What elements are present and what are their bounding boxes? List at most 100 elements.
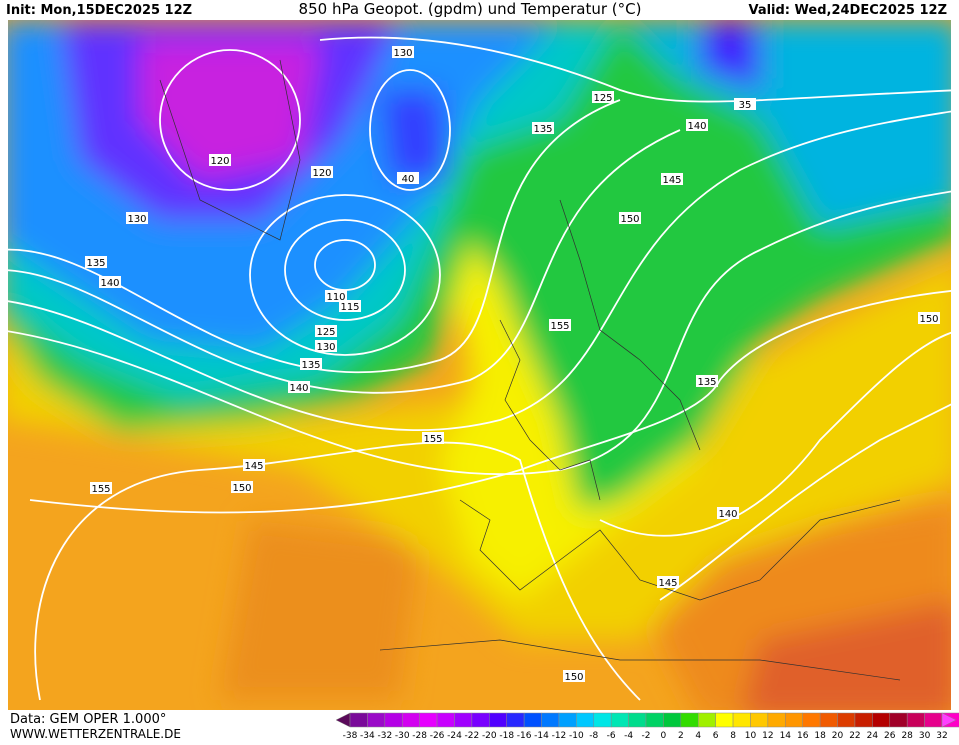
contour-label-box [532,122,554,134]
colorbar-swatch [506,712,525,728]
colorbar-label: -30 [395,731,410,741]
contour-label-box [243,459,265,471]
colorbar-label: 28 [901,731,913,741]
contour-label-box [592,91,614,103]
contour-label: 120 [210,156,229,167]
colorbar-swatch [837,712,856,728]
colorbar-swatch [819,712,838,728]
contour-label: 150 [564,672,583,683]
colorbar-swatch [401,712,420,728]
contour-label-box [422,432,444,444]
contour-label-box [99,276,121,288]
contour-label-box [288,381,310,393]
data-source: Data: GEM OPER 1.000° [10,712,166,727]
map-title: 850 hPa Geopot. (gpdm) und Temperatur (°… [299,0,642,18]
colorbar-swatch [663,712,682,728]
contour-label-box [90,482,112,494]
colorbar-label: -2 [642,731,651,741]
contour-label-box [397,172,419,184]
colorbar-swatch [889,712,908,728]
colorbar-label: 12 [762,731,773,741]
contour-label: 150 [232,483,251,494]
contour-label-box [696,375,718,387]
colorbar-swatch [471,712,490,728]
contour-label-box [325,290,347,302]
colorbar-swatch [610,712,629,728]
colorbar-swatch [436,712,455,728]
contour-label: 135 [301,360,320,371]
colorbar-swatch [802,712,821,728]
colorbar-swatch [384,712,403,728]
colorbar-swatch [523,712,542,728]
coastlines [159,59,901,681]
colorbar-label: -16 [517,731,532,741]
contour-label-box [311,166,333,178]
contour-label-box [300,358,322,370]
contour-label: 130 [393,48,412,59]
contour-label: 125 [593,93,612,104]
contour-label: 155 [423,434,442,445]
contour-label: 110 [326,292,345,303]
contour-label: 140 [718,509,737,520]
contour-label-box [209,154,231,166]
contour-label-box [339,300,361,312]
colorbar-swatch [906,712,925,728]
colorbar-label: -22 [465,731,480,741]
colorbar-label: -6 [607,731,616,741]
colorbar-swatch [872,712,891,728]
contour-label-box [392,46,414,58]
contour-label: 135 [533,124,552,135]
contour-label: 40 [402,174,415,185]
colorbar-swatch [785,712,803,728]
contour-label: 145 [244,461,263,472]
contour-label: 140 [289,383,308,394]
contour-label-box [619,212,641,224]
colorbar-swatch [767,712,786,728]
colorbar-label: -20 [482,731,497,741]
contour-label: 130 [316,342,335,353]
colorbar-swatch [750,712,769,728]
colorbar-swatch [628,712,647,728]
contour-label: 140 [100,278,119,289]
contour-label-box [126,212,148,224]
contour-label-box [549,319,571,331]
colorbar-label: -24 [447,731,462,741]
contour-label: 115 [340,302,359,313]
colorbar-label: 32 [936,731,947,741]
contour-label-box [717,507,739,519]
colorbar-label: -32 [377,731,392,741]
colorbar-label: 14 [780,731,792,741]
colorbar-label: -38 [343,731,358,741]
colorbar-swatch [715,712,734,728]
contour-label: 125 [316,327,335,338]
colorbar-label: 6 [713,731,719,741]
colorbar-label: -26 [430,731,445,741]
colorbar-swatch [367,712,386,728]
contour-label-box [315,325,337,337]
contour-label: 150 [919,314,938,325]
colorbar-label: -34 [360,731,375,741]
contour-label-box [657,576,679,588]
colorbar-label: 22 [849,731,860,741]
colorbar-swatch [349,712,368,728]
contour-label-box [85,256,107,268]
colorbar-label: -28 [412,731,427,741]
contour-label-box [686,119,708,131]
colorbar-swatch [697,712,716,728]
contour-label: 120 [312,168,331,179]
colorbar-label: -4 [624,731,633,741]
contour-label: 130 [127,214,146,225]
colorbar-label: 18 [814,731,826,741]
colorbar-label: 0 [661,731,667,741]
colorbar-label: 10 [745,731,757,741]
contour-label: 145 [658,578,677,589]
colorbar-swatch [489,712,507,728]
colorbar-swatch [558,712,577,728]
colorbar-arrow [941,712,957,728]
contour-label: 135 [86,258,105,269]
contour-label-box [563,670,585,682]
colorbar-label: 2 [678,731,684,741]
contour-label: 145 [662,175,681,186]
colorbar-label: 30 [919,731,931,741]
contour-label: 35 [739,100,752,111]
